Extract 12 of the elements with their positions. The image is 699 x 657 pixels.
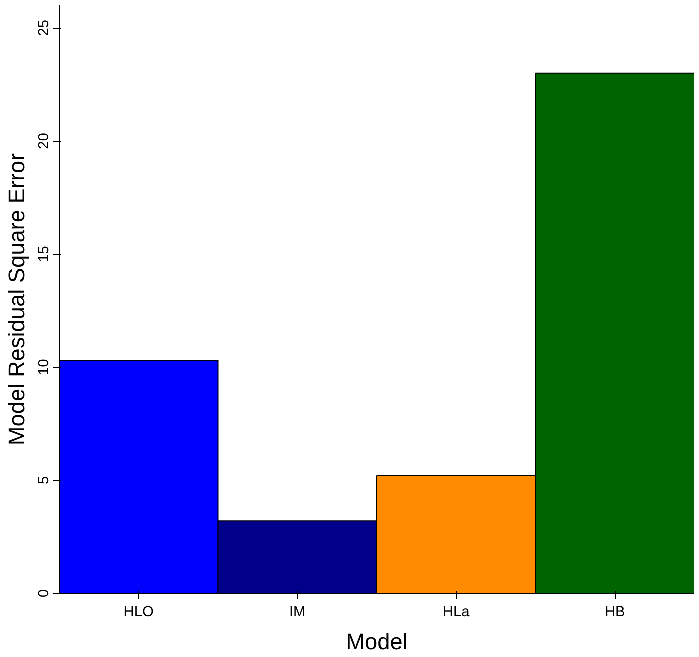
y-axis-title: Model Residual Square Error	[4, 152, 30, 446]
y-tick-label: 15	[36, 246, 52, 262]
y-tick-label: 10	[36, 359, 52, 376]
y-tick-label: 25	[36, 20, 52, 36]
y-tick-label: 5	[36, 476, 52, 484]
y-tick-label: 20	[36, 133, 52, 150]
x-axis-title: Model	[346, 628, 408, 654]
x-tick-label: HLO	[124, 604, 154, 620]
x-tick-label: IM	[289, 604, 306, 620]
x-tick-label: HLa	[442, 604, 471, 620]
x-tick-label: HB	[604, 604, 626, 620]
y-tick-label: 0	[36, 589, 52, 598]
